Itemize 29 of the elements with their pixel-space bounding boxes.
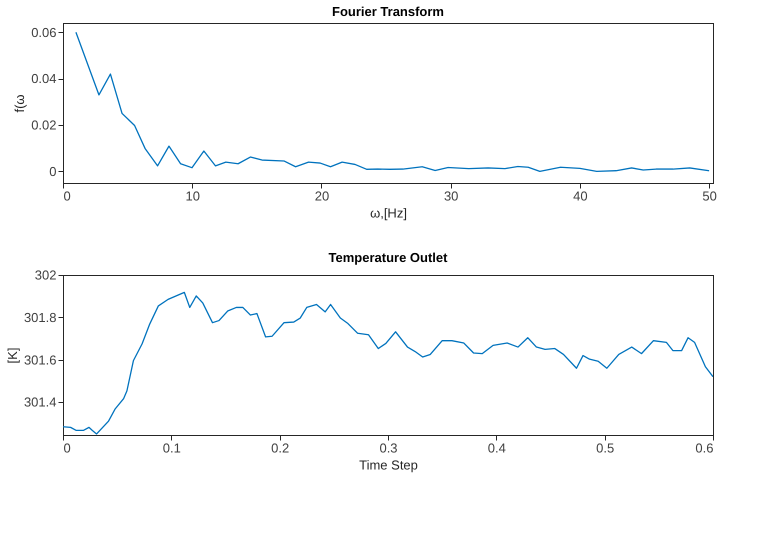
y-axis-title: [K] <box>4 348 20 364</box>
line-series <box>63 292 713 435</box>
x-tick-label: 0.3 <box>379 440 398 456</box>
chart-title: Temperature Outlet <box>328 250 448 265</box>
y-tick-label: 302 <box>34 268 56 282</box>
x-tick-label: 0.1 <box>162 440 181 456</box>
x-tick-label: 0.2 <box>271 440 290 456</box>
y-tick-label: 301.8 <box>24 310 56 325</box>
line-series <box>75 32 710 172</box>
y-tick-label: 301.4 <box>24 394 56 410</box>
x-tick-label: 50 <box>702 188 717 204</box>
y-tick-label: 0.04 <box>31 71 56 86</box>
x-axis-title: ω,[Hz] <box>370 206 407 220</box>
x-axis-title: Time Step <box>359 458 418 472</box>
x-tick-label: 20 <box>314 188 330 204</box>
x-tick-label: 0.4 <box>488 440 506 456</box>
y-tick-label: 301.6 <box>24 352 56 368</box>
y-tick-label: 0.02 <box>31 118 56 133</box>
chart-title: Fourier Transform <box>332 4 444 19</box>
x-tick-label: 0.5 <box>596 440 614 456</box>
x-tick-label: 0 <box>64 440 71 456</box>
x-tick-label: 0 <box>64 188 71 204</box>
x-tick-label: 10 <box>185 188 200 204</box>
y-axis-title: f(ω <box>12 94 28 113</box>
y-tick-label: 0.06 <box>31 24 56 40</box>
x-tick-label: 0.6 <box>695 440 714 456</box>
x-tick-label: 30 <box>444 188 458 204</box>
x-tick-label: 40 <box>573 188 588 204</box>
y-tick-label: 0 <box>49 164 56 179</box>
